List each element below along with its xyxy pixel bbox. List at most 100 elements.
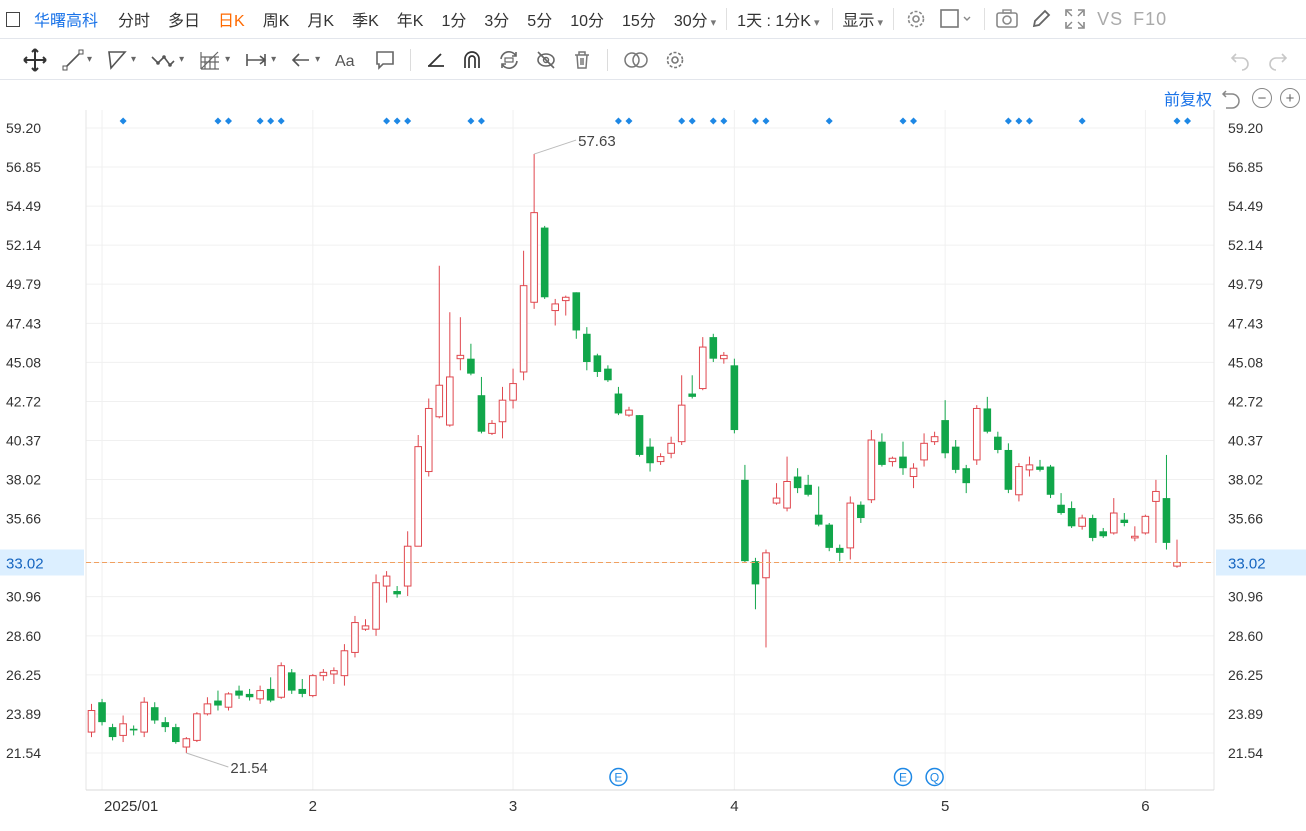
- move-crosshair-tool[interactable]: [22, 47, 48, 73]
- reset-icon[interactable]: [1220, 87, 1244, 109]
- period-tab-30min-dropdown[interactable]: 30分 ▾: [674, 7, 716, 31]
- candle-up: [309, 674, 317, 698]
- measure-tool-dropdown[interactable]: ▾: [244, 47, 276, 73]
- candle-down: [477, 376, 486, 434]
- candle-body: [161, 722, 170, 728]
- candle-body: [972, 407, 981, 461]
- hide-drawings-tool[interactable]: [535, 47, 557, 73]
- x-tick-label: 2: [309, 798, 317, 815]
- angle-tool[interactable]: [425, 47, 447, 73]
- candle-body: [1015, 466, 1023, 496]
- period-tab-yearly-k[interactable]: 年K: [396, 13, 424, 30]
- candle-body: [1109, 512, 1118, 534]
- event-diamond-marker: [1173, 117, 1181, 125]
- toolbar-settings[interactable]: [664, 47, 686, 73]
- candle-body: [941, 420, 949, 454]
- candle-body: [1036, 466, 1044, 470]
- candle-down: [108, 723, 117, 741]
- candle-body: [1046, 466, 1055, 495]
- y-tick-label-left: 26.25: [6, 667, 41, 683]
- magnet-tool[interactable]: [461, 47, 483, 73]
- vs-compare-button[interactable]: VS: [1097, 8, 1124, 29]
- line-segment-icon: [62, 49, 84, 70]
- fullscreen-icon[interactable]: [1063, 7, 1087, 31]
- candle-down: [172, 723, 180, 744]
- candle-body: [804, 484, 812, 495]
- arrow-tool-dropdown[interactable]: ▾: [290, 47, 320, 73]
- zoom-out-icon[interactable]: −: [1252, 88, 1272, 108]
- stock-symbol-name[interactable]: 华曙高科: [34, 13, 99, 30]
- sync-drawings-tool[interactable]: [497, 47, 521, 73]
- settings-gear-icon[interactable]: [904, 7, 928, 31]
- period-tab-15min[interactable]: 15分: [622, 13, 656, 30]
- multi-period-dropdown[interactable]: 1天 : 1分K ▾: [737, 7, 819, 31]
- candle-down: [393, 586, 401, 598]
- candle-body: [635, 415, 644, 455]
- f10-button[interactable]: F10: [1133, 8, 1168, 29]
- period-tab-1min[interactable]: 1分: [441, 13, 467, 30]
- candle-body: [540, 227, 549, 298]
- period-tab-fenshi[interactable]: 分时: [118, 13, 151, 30]
- event-diamond-marker: [383, 117, 391, 125]
- pencil-icon[interactable]: [1029, 7, 1053, 31]
- candle-up: [414, 435, 423, 547]
- y-tick-label-right: 47.43: [1228, 315, 1263, 331]
- event-diamond-marker: [751, 117, 759, 125]
- chevron-down-icon: ▾: [315, 54, 321, 65]
- event-diamond-marker: [1015, 117, 1023, 125]
- candle-body: [720, 354, 728, 360]
- zoom-in-icon[interactable]: +: [1280, 88, 1300, 108]
- event-diamond-marker: [899, 117, 907, 125]
- period-tab-daily-k[interactable]: 日K: [218, 13, 245, 30]
- divider: [726, 8, 728, 30]
- delete-drawings-tool[interactable]: [571, 47, 593, 73]
- period-tab-multiday[interactable]: 多日: [168, 13, 201, 30]
- event-diamond-marker: [1078, 117, 1086, 125]
- candle-up: [762, 549, 770, 648]
- undo-icon[interactable]: [1228, 48, 1252, 72]
- text-tool[interactable]: Aa: [334, 47, 360, 73]
- candle-down: [741, 464, 749, 563]
- high-price-leader: [533, 139, 577, 155]
- event-diamond-marker: [825, 117, 833, 125]
- chevron-down-icon: ▾: [87, 54, 93, 65]
- candle-up: [888, 456, 897, 467]
- candle-body: [878, 441, 886, 465]
- fibonacci-tool-dropdown[interactable]: ▾: [198, 47, 230, 73]
- candle-down: [1057, 493, 1065, 515]
- period-tab-weekly-k[interactable]: 周K: [262, 13, 290, 30]
- candle-body: [456, 354, 465, 360]
- candle-body: [551, 303, 560, 312]
- period-tab-quarterly-k[interactable]: 季K: [352, 13, 379, 30]
- candle-body: [340, 650, 349, 677]
- candle-up: [456, 317, 465, 371]
- candle-down: [467, 343, 475, 376]
- y-tick-label-right: 42.72: [1228, 393, 1263, 409]
- polyline-tool-dropdown[interactable]: ▾: [150, 47, 184, 73]
- redo-icon[interactable]: [1266, 48, 1290, 72]
- color-square-dropdown[interactable]: [938, 7, 974, 31]
- sidebar-toggle-icon[interactable]: [6, 11, 20, 27]
- camera-icon[interactable]: [995, 7, 1019, 31]
- candle-body: [1025, 464, 1034, 471]
- period-tab-10min[interactable]: 10分: [570, 13, 605, 30]
- event-diamond-marker: [119, 117, 127, 125]
- period-tab-monthly-k[interactable]: 月K: [307, 13, 335, 30]
- note-tool[interactable]: [374, 47, 396, 73]
- period-tab-3min[interactable]: 3分: [484, 13, 510, 30]
- candle-body: [509, 383, 517, 401]
- candle-up: [867, 430, 876, 504]
- candle-up: [256, 685, 264, 704]
- display-dropdown[interactable]: 显示 ▾: [843, 7, 884, 31]
- candle-body: [741, 479, 749, 562]
- overlay-compare-tool[interactable]: [622, 47, 650, 73]
- candlestick-chart[interactable]: 59.20 59.20 56.85 56.85 54.49 54.49 52.14 52.14…: [0, 100, 1306, 831]
- candle-up: [720, 352, 728, 364]
- divider: [607, 48, 609, 71]
- price-adjust-dropdown[interactable]: 前复权: [1163, 92, 1212, 109]
- parallel-channel-icon: [108, 50, 127, 70]
- candle-body: [530, 212, 538, 303]
- period-tab-5min[interactable]: 5分: [527, 13, 553, 30]
- line-tool-dropdown[interactable]: ▾: [62, 47, 92, 73]
- channel-tool-dropdown[interactable]: ▾: [106, 47, 136, 73]
